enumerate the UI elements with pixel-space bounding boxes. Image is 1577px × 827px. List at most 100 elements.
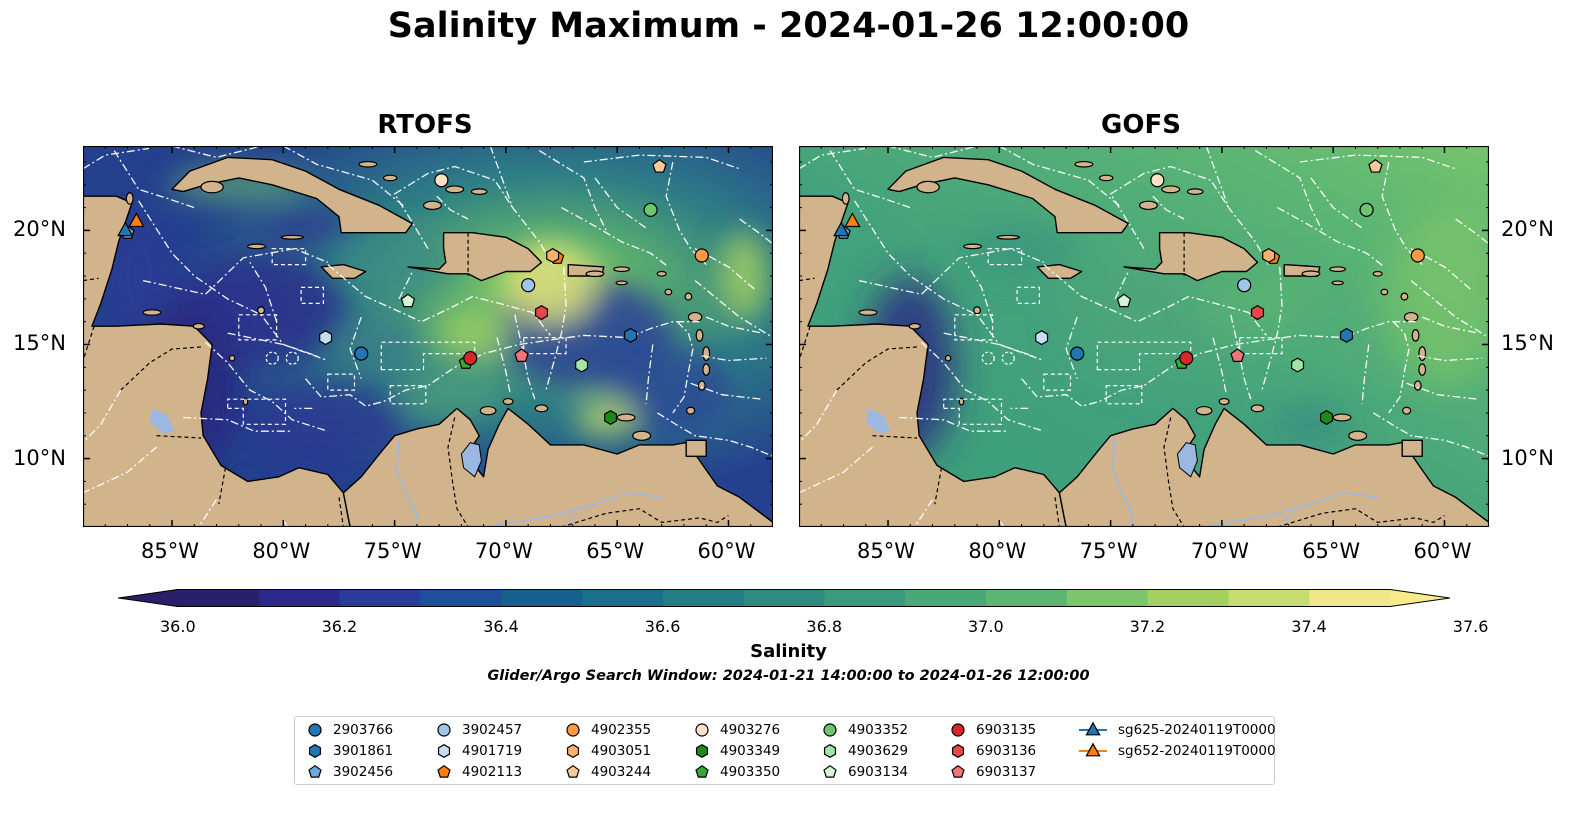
x-tick-label: 80°W bbox=[968, 539, 1027, 563]
legend-item: 4903352 bbox=[822, 720, 908, 740]
float-marker-4903244 bbox=[1368, 158, 1383, 173]
legend-item: 4902355 bbox=[565, 720, 651, 740]
panel-title-rtofs: RTOFS bbox=[377, 110, 473, 140]
legend-item: 6903135 bbox=[950, 720, 1036, 740]
search-window-text: Glider/Argo Search Window: 2024-01-21 14… bbox=[487, 668, 1090, 684]
legend-marker-icon bbox=[695, 723, 709, 737]
legend-label: 2903766 bbox=[333, 722, 394, 738]
legend-label: 4901719 bbox=[462, 743, 523, 759]
float-marker-4903629 bbox=[1291, 357, 1305, 373]
float-marker-sg652-20240119T0000 bbox=[128, 212, 145, 228]
map-gofs bbox=[799, 146, 1489, 527]
float-marker-2903766 bbox=[354, 346, 369, 361]
x-tick-label: 65°W bbox=[1302, 539, 1361, 563]
float-marker-sg652-20240119T0000 bbox=[844, 212, 861, 228]
legend-marker-icon bbox=[695, 764, 709, 778]
float-marker-6903137 bbox=[514, 348, 529, 363]
float-marker-4902355 bbox=[694, 248, 709, 263]
float-marker-4901719 bbox=[319, 330, 333, 346]
x-tick-label: 85°W bbox=[141, 539, 200, 563]
legend-marker-icon bbox=[437, 764, 451, 778]
x-tick-label: 60°W bbox=[1413, 539, 1472, 563]
legend-item: 6903134 bbox=[822, 762, 908, 782]
float-marker-sg625-20240119T0000 bbox=[117, 221, 134, 237]
legend-label: 4903349 bbox=[720, 743, 781, 759]
x-tick-label: 65°W bbox=[586, 539, 645, 563]
float-marker-4903051 bbox=[1262, 247, 1276, 264]
float-marker-3901861 bbox=[1340, 327, 1354, 343]
legend-label: sg652-20240119T0000 bbox=[1118, 743, 1276, 759]
y-tick-label: 20°N bbox=[1501, 217, 1554, 242]
float-marker-4903276 bbox=[1150, 173, 1165, 188]
figure-title: Salinity Maximum - 2024-01-26 12:00:00 bbox=[387, 6, 1190, 46]
float-marker-4903629 bbox=[575, 357, 589, 373]
legend-marker-icon bbox=[695, 744, 709, 758]
float-marker-3902457 bbox=[521, 278, 536, 293]
colorbar-tick-label: 37.2 bbox=[1129, 617, 1166, 636]
legend-marker-icon bbox=[566, 764, 580, 778]
legend-item: 6903136 bbox=[950, 741, 1036, 761]
legend-item: 3902456 bbox=[307, 762, 393, 782]
y-tick-label: 10°N bbox=[1501, 445, 1554, 470]
x-tick-label: 60°W bbox=[697, 539, 756, 563]
legend-item: sg652-20240119T0000 bbox=[1078, 741, 1276, 761]
legend-label: 3901861 bbox=[333, 743, 394, 759]
colorbar-tick-label: 36.8 bbox=[806, 617, 843, 636]
legend-item: 4903349 bbox=[694, 741, 780, 761]
legend-marker-icon bbox=[308, 744, 322, 758]
colorbar-tick-label: 37.4 bbox=[1291, 617, 1327, 636]
float-marker-4903349 bbox=[1320, 409, 1334, 426]
legend-item: sg625-20240119T0000 bbox=[1078, 720, 1276, 740]
legend-marker-icon bbox=[566, 723, 580, 737]
legend-marker-icon bbox=[951, 723, 965, 737]
float-marker-6903134 bbox=[1116, 293, 1132, 308]
legend-marker-icon bbox=[308, 764, 322, 778]
float-marker-6903134 bbox=[400, 293, 416, 308]
legend-label: 4903244 bbox=[591, 764, 652, 780]
float-marker-2903766 bbox=[1070, 346, 1085, 361]
legend-label: 4903350 bbox=[720, 764, 781, 780]
legend-marker-icon bbox=[823, 723, 837, 737]
y-tick-label: 10°N bbox=[13, 445, 66, 470]
legend-label: 3902457 bbox=[462, 722, 523, 738]
legend-label: 4903276 bbox=[720, 722, 781, 738]
legend-marker-icon bbox=[823, 764, 837, 778]
float-marker-6903136 bbox=[1251, 305, 1265, 321]
legend-label: 3902456 bbox=[333, 764, 394, 780]
colorbar-tick-label: 37.0 bbox=[968, 617, 1004, 636]
float-marker-4903349 bbox=[604, 409, 618, 426]
float-marker-4903352 bbox=[643, 202, 658, 217]
legend-marker-icon bbox=[823, 744, 837, 758]
float-marker-4902355 bbox=[1410, 248, 1425, 263]
float-marker-6903135 bbox=[463, 351, 478, 366]
legend-label: 4902113 bbox=[462, 764, 523, 780]
float-marker-4903051 bbox=[546, 247, 560, 264]
x-tick-label: 80°W bbox=[252, 539, 311, 563]
legend-item: 3902457 bbox=[436, 720, 522, 740]
legend-item: 4903051 bbox=[565, 741, 651, 761]
map-rtofs bbox=[83, 146, 773, 527]
colorbar bbox=[117, 589, 1451, 607]
legend-item: 4903629 bbox=[822, 741, 908, 761]
legend-marker-icon bbox=[308, 723, 322, 737]
legend-item: 4903276 bbox=[694, 720, 780, 740]
x-tick-label: 75°W bbox=[363, 539, 422, 563]
legend-item: 6903137 bbox=[950, 762, 1036, 782]
legend-marker-icon bbox=[566, 744, 580, 758]
float-marker-4903352 bbox=[1359, 202, 1374, 217]
legend-marker-icon bbox=[437, 744, 451, 758]
float-marker-3901861 bbox=[624, 327, 638, 343]
float-marker-4903244 bbox=[652, 158, 667, 173]
legend-label: 6903135 bbox=[976, 722, 1037, 738]
legend-marker-icon bbox=[1079, 742, 1107, 757]
float-marker-3902457 bbox=[1237, 278, 1252, 293]
colorbar-tick-label: 36.2 bbox=[321, 617, 358, 636]
legend-label: 4903051 bbox=[591, 743, 652, 759]
legend-label: 6903137 bbox=[976, 764, 1037, 780]
legend-label: 6903136 bbox=[976, 743, 1037, 759]
x-tick-label: 70°W bbox=[1190, 539, 1249, 563]
y-tick-label: 20°N bbox=[13, 217, 66, 242]
y-tick-label: 15°N bbox=[1501, 331, 1554, 356]
colorbar-label: Salinity bbox=[750, 641, 827, 662]
legend: 2903766 3901861 3902456 3902457 4901719 49021… bbox=[294, 716, 1276, 785]
